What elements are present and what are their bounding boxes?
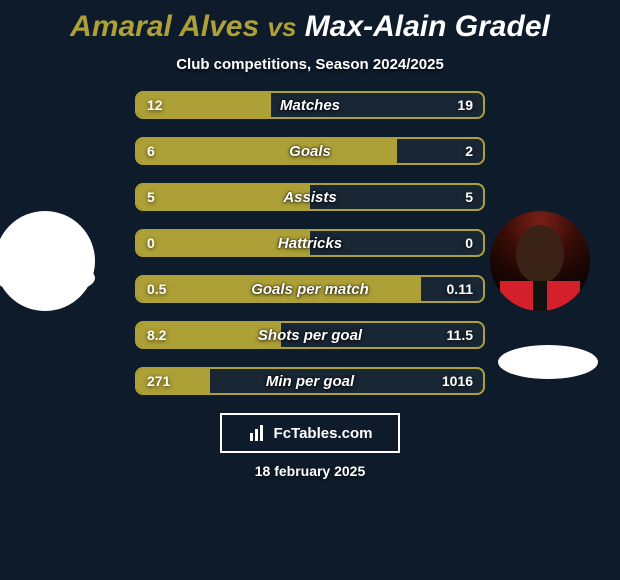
brand-text: FcTables.com bbox=[274, 425, 373, 442]
stat-label: Matches bbox=[137, 93, 483, 117]
main-area: 12Matches19 6Goals2 5Assists5 0Hattricks0 0.… bbox=[0, 91, 620, 395]
stats-bars: 12Matches19 6Goals2 5Assists5 0Hattricks0 0.… bbox=[135, 91, 485, 395]
page-title: Amaral Alves vs Max-Alain Gradel bbox=[0, 0, 620, 50]
stat-row: 0.5Goals per match0.11 bbox=[135, 275, 485, 303]
stat-value-right: 0.11 bbox=[447, 277, 473, 301]
avatar-player2 bbox=[490, 211, 590, 311]
stat-row: 271Min per goal1016 bbox=[135, 367, 485, 395]
stat-value-right: 5 bbox=[465, 185, 473, 209]
stat-row: 6Goals2 bbox=[135, 137, 485, 165]
footer-date: 18 february 2025 bbox=[0, 463, 620, 479]
stat-row: 0Hattricks0 bbox=[135, 229, 485, 257]
stat-value-right: 2 bbox=[465, 139, 473, 163]
stat-label: Min per goal bbox=[137, 369, 483, 393]
stat-value-right: 19 bbox=[457, 93, 473, 117]
stat-label: Assists bbox=[137, 185, 483, 209]
avatar-player2-image bbox=[490, 211, 590, 311]
stat-label: Goals per match bbox=[137, 277, 483, 301]
brand-box[interactable]: FcTables.com bbox=[220, 413, 400, 453]
stat-label: Goals bbox=[137, 139, 483, 163]
title-vs: vs bbox=[268, 12, 297, 42]
title-player2: Max-Alain Gradel bbox=[305, 10, 550, 43]
club-badge-player2 bbox=[498, 345, 598, 379]
stat-label: Shots per goal bbox=[137, 323, 483, 347]
stat-label: Hattricks bbox=[137, 231, 483, 255]
stat-row: 8.2Shots per goal11.5 bbox=[135, 321, 485, 349]
stat-row: 12Matches19 bbox=[135, 91, 485, 119]
subtitle: Club competitions, Season 2024/2025 bbox=[0, 56, 620, 73]
stat-row: 5Assists5 bbox=[135, 183, 485, 211]
stat-value-right: 1016 bbox=[442, 369, 473, 393]
title-player1: Amaral Alves bbox=[70, 10, 259, 43]
stat-value-right: 0 bbox=[465, 231, 473, 255]
chart-icon bbox=[248, 423, 268, 443]
stat-value-right: 11.5 bbox=[447, 323, 473, 347]
